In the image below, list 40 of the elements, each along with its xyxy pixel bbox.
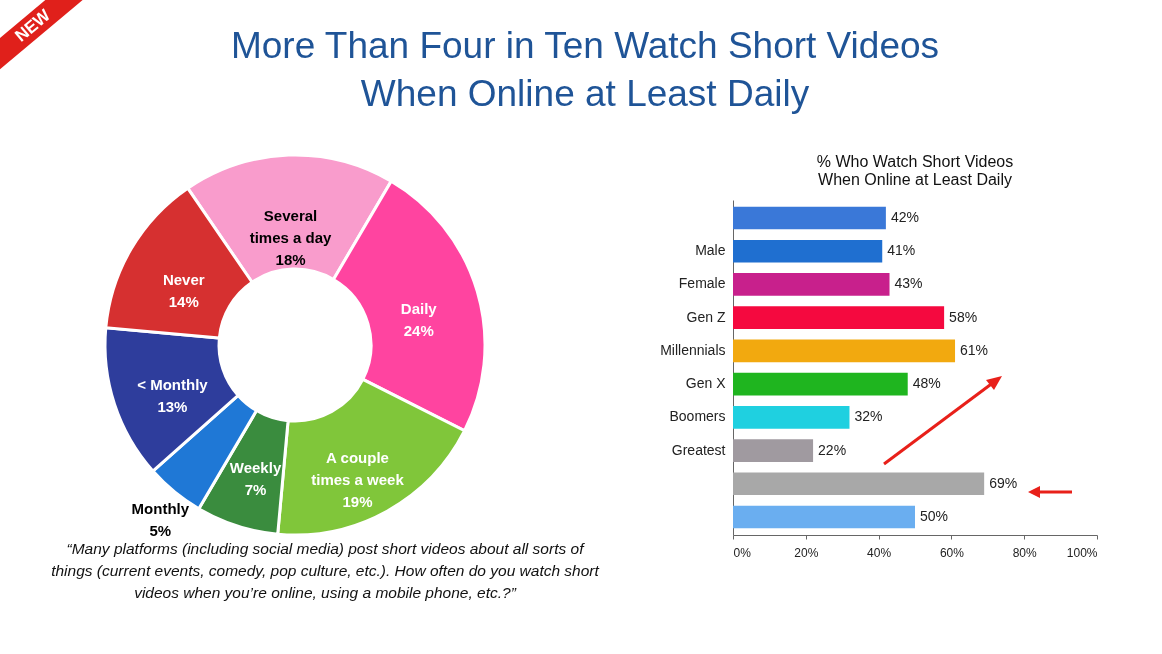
x-tick-label: 100% [1066, 545, 1098, 560]
data-label: 7% [244, 480, 267, 498]
y-tick-label: Boomers [669, 408, 726, 425]
x-tick-label: 20% [794, 545, 819, 560]
data-label: 50% [920, 508, 949, 525]
y-tick-label: Greatest [671, 441, 726, 458]
x-tick-label: 80% [1012, 545, 1038, 560]
data-label: 32% [854, 408, 883, 425]
data-label: 58% [949, 308, 978, 325]
slice-label: Never [162, 270, 205, 288]
slice-label: A couple times a week [311, 448, 405, 488]
data-label: 69% [989, 474, 1018, 491]
data-label: 24% [403, 321, 434, 339]
data-label: 41% [887, 242, 916, 259]
text: “Many platforms (including social media) post short videos about all sorts of things (current events, comedy, pop culture, etc.). How often do you watch short videos when you’re online, using a mobile phone, etc.?” [50, 539, 601, 603]
slice-label: Monthly [131, 499, 190, 517]
data-label: 22% [818, 441, 847, 458]
x-tick-label: 0% [733, 545, 752, 560]
slice-label: < Monthly [137, 376, 209, 394]
data-label: 5% [149, 521, 172, 539]
x-tick-label: 60% [939, 545, 965, 560]
data-label: 43% [894, 275, 923, 292]
data-label: 14% [168, 292, 199, 310]
data-label: 48% [912, 375, 941, 392]
slice-label: Several times a day [249, 207, 333, 247]
data-label: 61% [960, 341, 989, 358]
y-tick-label: Gen Z [686, 308, 726, 325]
y-tick-label: Gen X [685, 375, 727, 392]
data-label: 42% [890, 208, 919, 225]
x-tick-label: 40% [867, 545, 892, 560]
slice-label: Weekly [229, 458, 282, 476]
slice-label: Daily [400, 299, 438, 317]
y-tick-label: Millennials [660, 341, 726, 358]
y-tick-label: Female [678, 275, 726, 292]
data-label: 13% [157, 398, 188, 416]
chart-title: % Who Watch Short Videos When Online at Least Daily [816, 153, 1014, 188]
y-tick-label: Male [695, 242, 726, 259]
data-label: 19% [342, 492, 373, 510]
text: More Than Four in Ten Watch Short Videos When Online at Least Daily [229, 24, 941, 116]
data-label: 18% [275, 251, 306, 269]
